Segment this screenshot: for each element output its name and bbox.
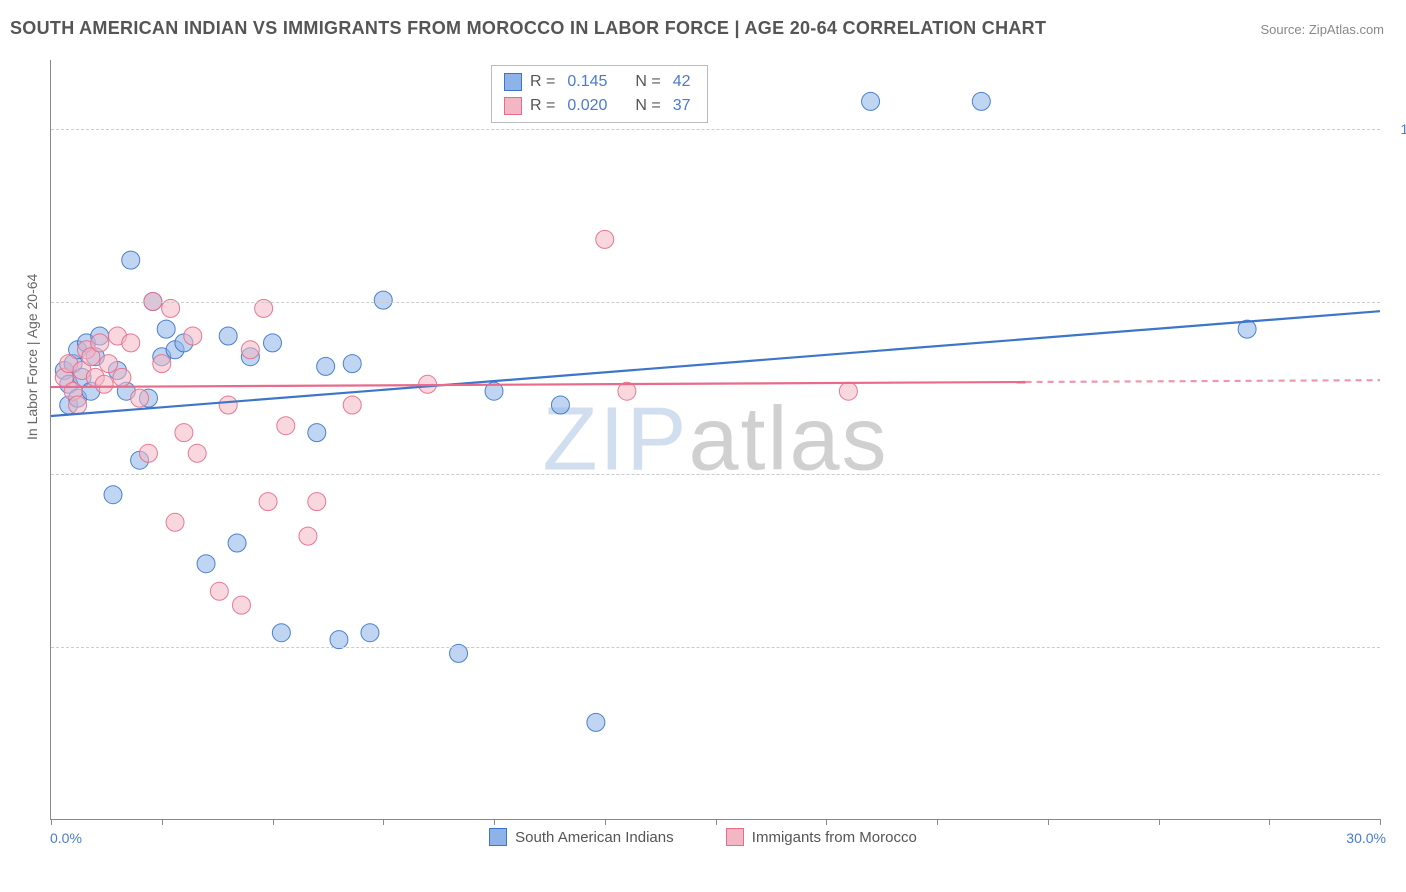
legend-r-value-pink: 0.020 [567, 94, 607, 118]
legend-swatch-blue [504, 73, 522, 91]
y-tick-label: 62.5% [1388, 639, 1406, 655]
legend-swatch-pink [726, 828, 744, 846]
legend-n-label: N = [635, 94, 660, 118]
legend-swatch-pink [504, 97, 522, 115]
y-tick-label: 75.0% [1388, 466, 1406, 482]
legend-r-label: R = [530, 94, 555, 118]
legend-n-value-pink: 37 [673, 94, 691, 118]
plot-area: ZIPatlas R = 0.145 N = 42 R = 0.020 N = … [50, 60, 1380, 820]
legend-swatch-blue [489, 828, 507, 846]
legend-label-blue: South American Indians [515, 829, 673, 846]
legend-bottom: South American Indians Immigants from Mo… [0, 828, 1406, 850]
legend-n-label: N = [635, 70, 660, 94]
scatter-svg [51, 60, 1380, 819]
legend-row: R = 0.020 N = 37 [504, 94, 695, 118]
legend-r-value-blue: 0.145 [567, 70, 607, 94]
legend-item: South American Indians [489, 828, 673, 846]
legend-item: Immigants from Morocco [726, 828, 917, 846]
y-axis-label: In Labor Force | Age 20-64 [24, 274, 40, 440]
source-label: Source: ZipAtlas.com [1260, 22, 1384, 37]
y-tick-label: 100.0% [1388, 121, 1406, 137]
legend-label-pink: Immigants from Morocco [752, 829, 917, 846]
y-tick-label: 87.5% [1388, 294, 1406, 310]
legend-n-value-blue: 42 [673, 70, 691, 94]
legend-r-label: R = [530, 70, 555, 94]
legend-row: R = 0.145 N = 42 [504, 70, 695, 94]
chart-title: SOUTH AMERICAN INDIAN VS IMMIGRANTS FROM… [10, 18, 1046, 39]
legend-top: R = 0.145 N = 42 R = 0.020 N = 37 [491, 65, 708, 123]
